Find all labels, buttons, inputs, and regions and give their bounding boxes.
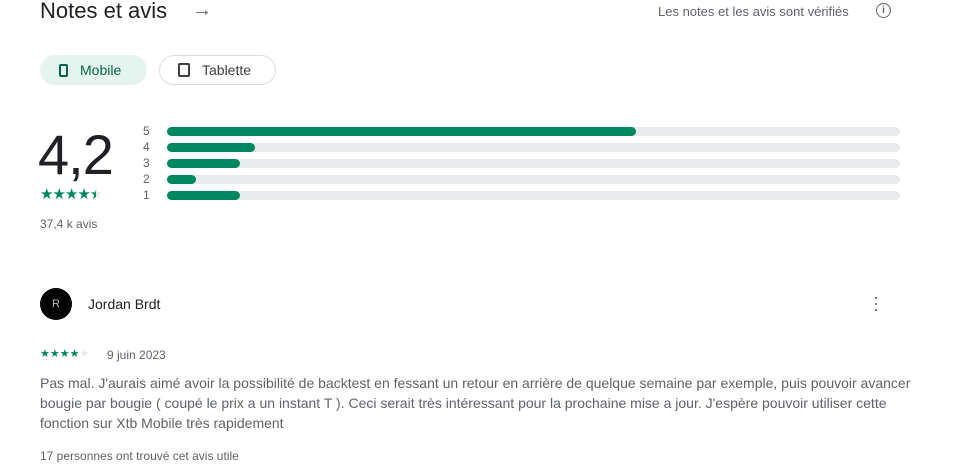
section-title[interactable]: Notes et avis (40, 0, 168, 23)
review-date: 9 juin 2023 (107, 348, 166, 362)
rating-bar-row: 1 (143, 188, 900, 202)
rating-bar-row: 4 (143, 140, 900, 154)
arrow-right-icon[interactable]: → (192, 0, 212, 21)
rating-bar-track (167, 174, 900, 184)
rating-bar-fill (167, 158, 241, 168)
rating-bar-fill (167, 142, 255, 152)
rating-bar-row: 5 (143, 124, 900, 138)
more-options-icon[interactable]: · · · (873, 287, 879, 319)
verified-note: Les notes et les avis sont vérifiés (658, 4, 849, 19)
rating-bar-label: 1 (143, 188, 150, 202)
chip-label: Mobile (80, 62, 122, 78)
rating-bar-label: 5 (143, 124, 150, 138)
rating-stars: ★★★★★ (40, 186, 103, 203)
rating-bar-track (167, 158, 900, 168)
rating-bar-label: 4 (143, 140, 150, 154)
rating-bar-fill (167, 190, 241, 200)
review-count: 37,4 k avis (40, 217, 98, 231)
tablet-icon (178, 63, 190, 77)
helpful-count: 17 personnes ont trouvé cet avis utile (40, 449, 239, 463)
rating-bar-label: 2 (143, 172, 150, 186)
rating-bar-row: 3 (143, 156, 900, 170)
review-text: Pas mal. J'aurais aimé avoir la possibil… (40, 375, 911, 431)
phone-icon (59, 63, 68, 77)
review-stars: ★★★★★ (40, 348, 90, 360)
chip-tablette[interactable]: Tablette (159, 55, 276, 85)
rating-value: 4,2 (38, 123, 114, 186)
rating-bar-track (167, 142, 900, 152)
rating-bar-fill (167, 126, 637, 136)
rating-bar-track (167, 126, 900, 136)
chip-mobile[interactable]: Mobile (40, 55, 147, 85)
rating-bar-track (167, 190, 900, 200)
info-icon[interactable]: i (876, 3, 891, 18)
avatar: R (40, 288, 72, 320)
chip-label: Tablette (202, 62, 252, 78)
rating-bar-row: 2 (143, 172, 900, 186)
review-author: Jordan Brdt (88, 296, 161, 312)
rating-bar-label: 3 (143, 156, 150, 170)
rating-bar-fill (167, 174, 197, 184)
